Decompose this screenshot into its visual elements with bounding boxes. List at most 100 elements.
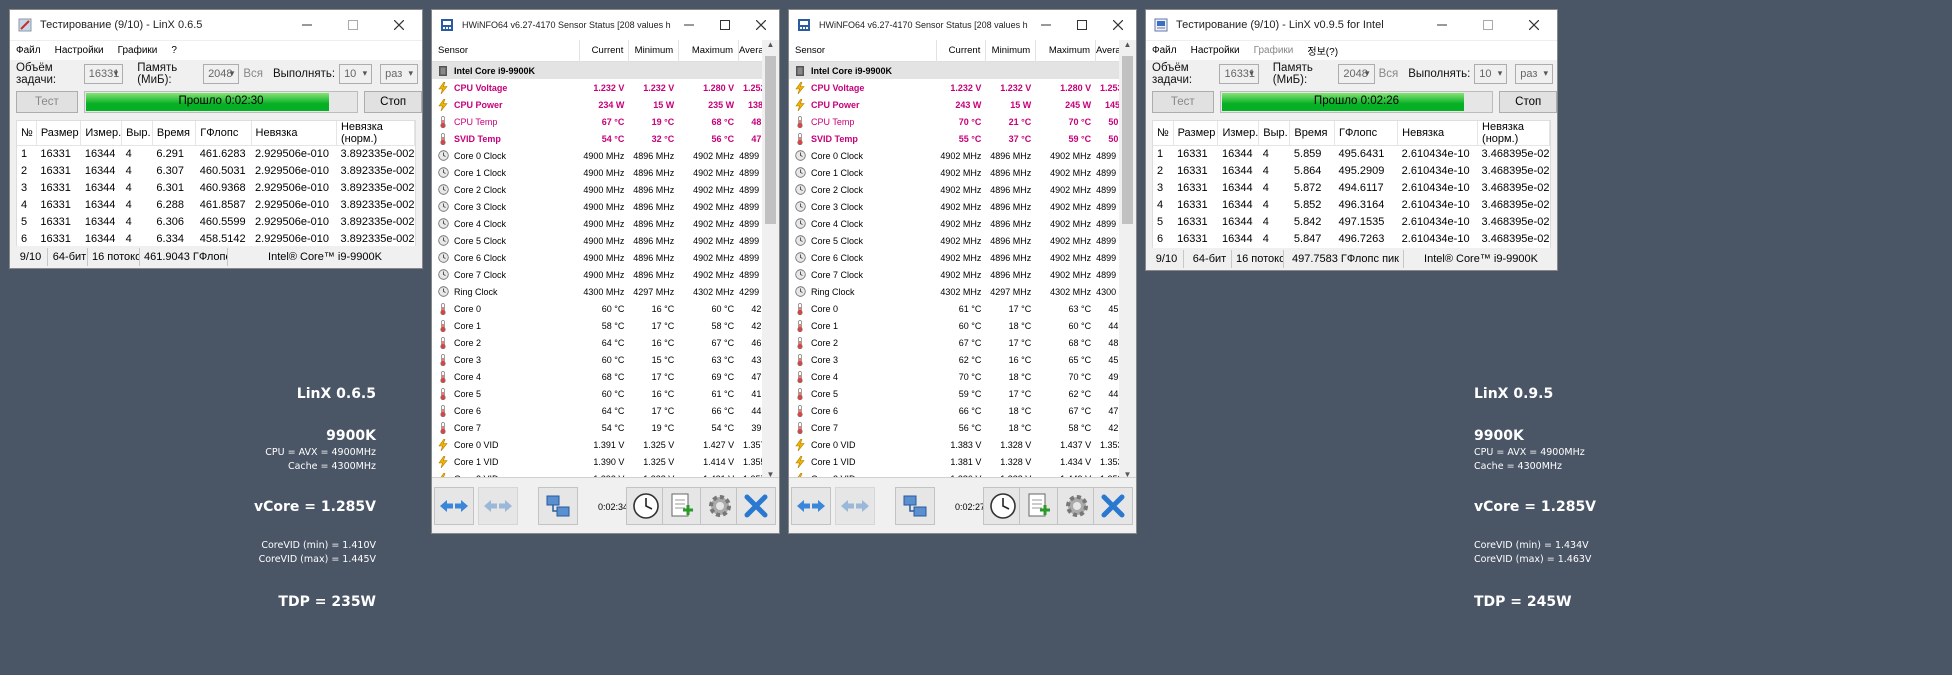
menu-help[interactable]: ? [171, 45, 177, 56]
sensor-group-row[interactable]: Intel Core i9-9900K [432, 62, 779, 79]
column-header[interactable]: Измер. [1217, 121, 1260, 146]
sensor-row[interactable]: Core 5 Clock 4902 MHz 4896 MHz 4902 MHz 4899… [789, 232, 1136, 249]
gear-icon[interactable] [1057, 487, 1097, 525]
sensor-row[interactable]: Core 7 Clock 4902 MHz 4896 MHz 4902 MHz 4899… [789, 266, 1136, 283]
network-icon[interactable] [538, 487, 578, 525]
maximize-button[interactable] [1465, 10, 1511, 40]
sensor-row[interactable]: Core 3 Clock 4900 MHz 4896 MHz 4902 MHz 4899… [432, 198, 779, 215]
table-row[interactable]: 6 16331 16344 4 5.847 496.7263 2.610434e-10 3.4… [1153, 231, 1550, 248]
stop-button[interactable]: Стоп [1499, 91, 1557, 113]
table-row[interactable]: 1 16331 16344 4 6.291 461.6283 2.929506e-010 3.… [17, 146, 415, 163]
sensor-row[interactable]: Core 160 °C18 °C60 °C44 °C [789, 317, 1136, 334]
sensor-row[interactable]: CPU Voltage 1.232 V 1.232 V 1.280 V 1.253 V [789, 79, 1136, 96]
table-row[interactable]: 6 16331 16344 4 6.334 458.5142 2.929506e-010 3.… [17, 231, 415, 248]
scroll-up-icon[interactable]: ▲ [1123, 40, 1132, 49]
sensor-row[interactable]: Core 666 °C18 °C67 °C47 °C [789, 402, 1136, 419]
nav-arrows-icon[interactable] [434, 487, 474, 525]
menu-settings[interactable]: Настройки [54, 45, 104, 56]
sensor-row[interactable]: Core 560 °C16 °C61 °C41 °C [432, 385, 779, 402]
scroll-down-icon[interactable]: ▼ [766, 470, 775, 479]
minimize-button[interactable] [1028, 10, 1064, 40]
add-report-icon[interactable] [662, 487, 702, 525]
title-bar[interactable]: Тестирование (9/10) - LinX v0.9.5 for In… [1146, 10, 1557, 40]
test-button[interactable]: Тест [1152, 91, 1214, 113]
sensor-row[interactable]: Core 559 °C17 °C62 °C44 °C [789, 385, 1136, 402]
sensor-row[interactable]: Core 1 VID 1.390 V 1.325 V 1.414 V 1.355 V [432, 453, 779, 470]
minimize-button[interactable] [671, 10, 707, 40]
run-unit-combo[interactable]: раз ▾ [380, 64, 419, 84]
column-header[interactable]: Невязка (норм.) [1477, 121, 1550, 146]
sensor-row[interactable]: Core 360 °C15 °C63 °C43 °C [432, 351, 779, 368]
column-header[interactable]: Current [937, 39, 987, 62]
run-unit-combo[interactable]: раз ▾ [1515, 64, 1553, 84]
close-button[interactable] [376, 10, 422, 40]
menu-info[interactable]: 정보(?) [1307, 47, 1339, 58]
close-icon[interactable] [1093, 487, 1133, 525]
sensor-row[interactable]: CPU Power 234 W 15 W 235 W 138 W [432, 96, 779, 113]
column-header[interactable]: Невязка (норм.) [336, 121, 416, 146]
column-header[interactable]: Размер [36, 121, 82, 146]
table-row[interactable]: 2 16331 16344 4 5.864 495.2909 2.610434e-10 3.4… [1153, 163, 1550, 180]
add-report-icon[interactable] [1019, 487, 1059, 525]
stop-button[interactable]: Стоп [364, 91, 422, 113]
sensor-row[interactable]: Core 7 Clock 4900 MHz 4896 MHz 4902 MHz 4899… [432, 266, 779, 283]
sensor-row[interactable]: Ring Clock 4302 MHz 4297 MHz 4302 MHz 4300 M… [789, 283, 1136, 300]
clock-icon[interactable] [983, 487, 1023, 525]
table-row[interactable]: 2 16331 16344 4 6.307 460.5031 2.929506e-010 3.… [17, 163, 415, 180]
table-row[interactable]: 3 16331 16344 4 6.301 460.9368 2.929506e-010 3.… [17, 180, 415, 197]
sensor-row[interactable]: Core 0 Clock 4902 MHz 4896 MHz 4902 MHz 4899… [789, 147, 1136, 164]
table-row[interactable]: 5 16331 16344 4 6.306 460.5599 2.929506e-010 3.… [17, 214, 415, 231]
maximize-button[interactable] [707, 10, 743, 40]
sensor-row[interactable]: Core 470 °C18 °C70 °C49 °C [789, 368, 1136, 385]
column-header[interactable]: Minimum [629, 39, 680, 62]
sensor-row[interactable]: Core 061 °C17 °C63 °C45 °C [789, 300, 1136, 317]
sensor-row[interactable]: Core 0 VID 1.383 V 1.328 V 1.437 V 1.353 V [789, 436, 1136, 453]
menu-graphs[interactable]: Графики [1253, 45, 1294, 56]
sensor-row[interactable]: Core 362 °C16 °C65 °C45 °C [789, 351, 1136, 368]
gear-icon[interactable] [700, 487, 740, 525]
sensor-row[interactable]: Core 060 °C16 °C60 °C42 °C [432, 300, 779, 317]
column-header[interactable]: Время [1289, 121, 1336, 146]
column-header[interactable]: Current [580, 39, 630, 62]
sensor-row[interactable]: Core 4 Clock 4900 MHz 4896 MHz 4902 MHz 4899… [432, 215, 779, 232]
column-header[interactable]: Размер [1173, 121, 1219, 146]
sensor-row[interactable]: Core 1 VID 1.381 V 1.328 V 1.434 V 1.353 V [789, 453, 1136, 470]
table-row[interactable]: 1 16331 16344 4 5.859 495.6431 2.610434e-10 3.4… [1153, 146, 1550, 163]
test-button[interactable]: Тест [16, 91, 78, 113]
column-header[interactable]: № [17, 121, 37, 146]
table-row[interactable]: 3 16331 16344 4 5.872 494.6117 2.610434e-10 3.4… [1153, 180, 1550, 197]
sensor-row[interactable]: Core 664 °C17 °C66 °C44 °C [432, 402, 779, 419]
run-count-combo[interactable]: 10 ▾ [1474, 64, 1508, 84]
memory-combo[interactable]: 2048 ▾ [1338, 64, 1375, 84]
sensor-group-row[interactable]: Intel Core i9-9900K [789, 62, 1136, 79]
column-header[interactable]: № [1153, 121, 1174, 146]
sensor-row[interactable]: Core 2 Clock 4900 MHz 4896 MHz 4902 MHz 4899… [432, 181, 779, 198]
column-header[interactable]: ГФлопс [1334, 121, 1399, 146]
nav-arrows-icon[interactable] [791, 487, 831, 525]
title-bar[interactable]: Тестирование (9/10) - LinX 0.6.5 [10, 10, 422, 40]
minimize-button[interactable] [284, 10, 330, 40]
vertical-scrollbar[interactable]: ▲ ▼ [762, 40, 779, 479]
scroll-thumb[interactable] [765, 56, 776, 224]
memory-combo[interactable]: 2048 ▾ [203, 64, 240, 84]
column-header[interactable]: ГФлопс [195, 121, 252, 146]
column-header[interactable]: Выр. [121, 121, 153, 146]
sensor-row[interactable]: Core 5 Clock 4900 MHz 4896 MHz 4902 MHz 4899… [432, 232, 779, 249]
scroll-thumb[interactable] [1122, 56, 1133, 224]
close-button[interactable] [1100, 10, 1136, 40]
sensor-row[interactable]: Core 267 °C17 °C68 °C48 °C [789, 334, 1136, 351]
table-row[interactable]: 4 16331 16344 4 5.852 496.3164 2.610434e-10 3.4… [1153, 197, 1550, 214]
network-icon[interactable] [895, 487, 935, 525]
sensor-row[interactable]: Ring Clock 4300 MHz 4297 MHz 4302 MHz 4299 M… [432, 283, 779, 300]
sensor-row[interactable]: Core 756 °C18 °C58 °C42 °C [789, 419, 1136, 436]
sensor-row[interactable]: Core 0 Clock 4900 MHz 4896 MHz 4902 MHz 4899… [432, 147, 779, 164]
title-bar[interactable]: HWiNFO64 v6.27-4170 Sensor Status [208 v… [432, 10, 779, 40]
sensor-row[interactable]: Core 1 Clock 4900 MHz 4896 MHz 4902 MHz 4899… [432, 164, 779, 181]
close-icon[interactable] [736, 487, 776, 525]
sensor-row[interactable]: Core 2 Clock 4902 MHz 4896 MHz 4902 MHz 4899… [789, 181, 1136, 198]
all-memory-label[interactable]: Вся [1378, 68, 1399, 80]
